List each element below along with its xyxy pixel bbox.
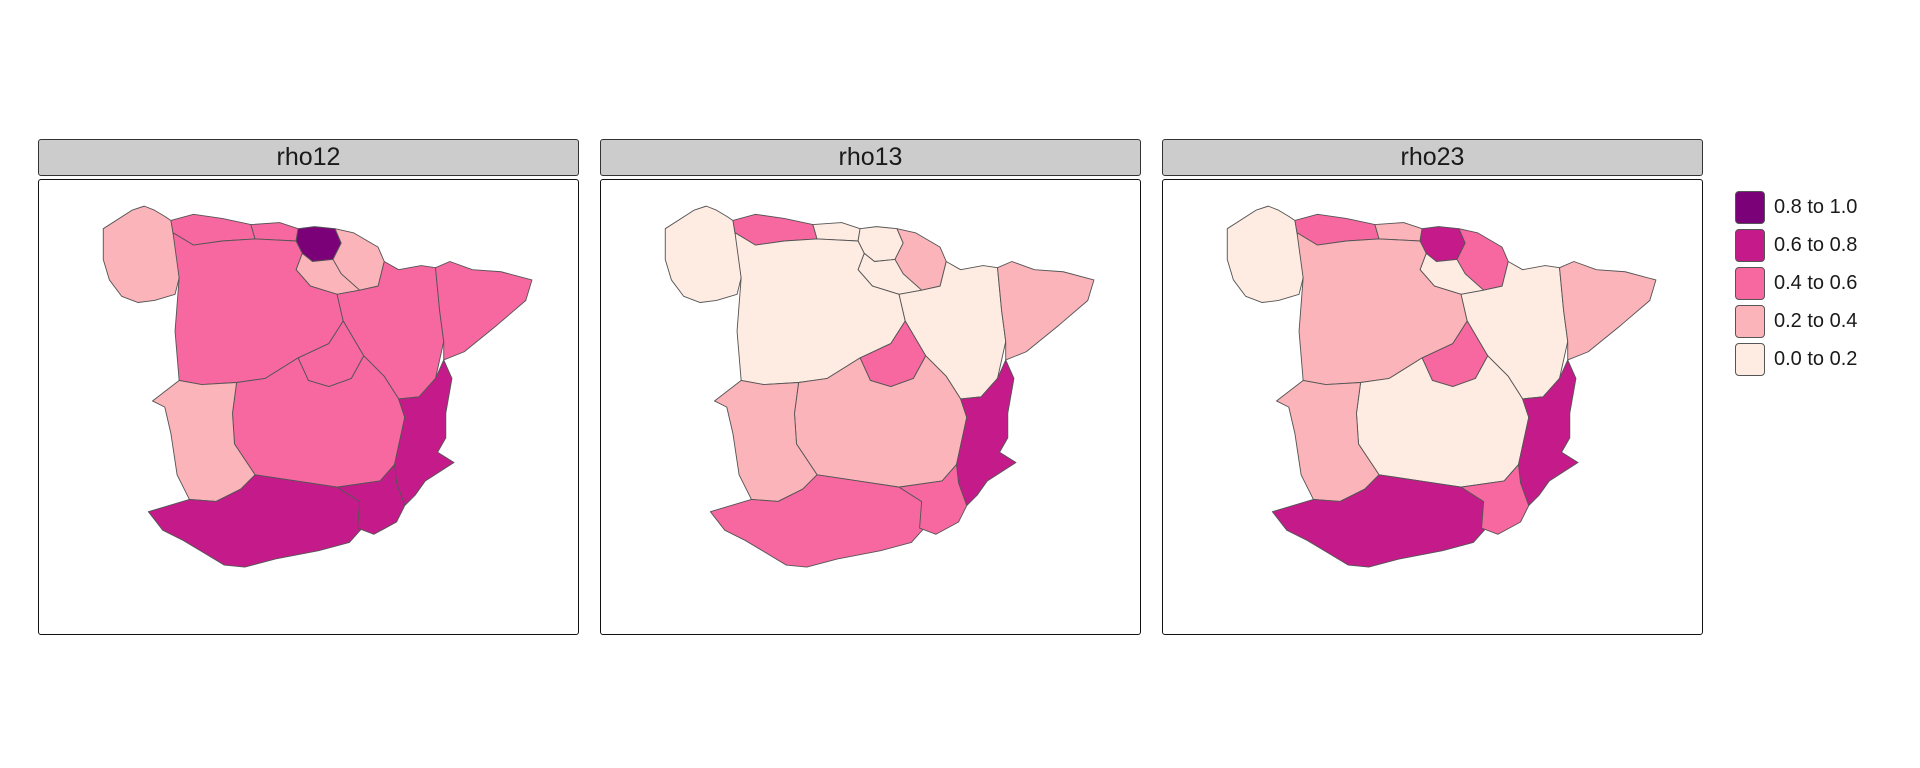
panel-title-rho23: rho23 — [1162, 139, 1703, 176]
legend-swatch-2 — [1735, 266, 1765, 300]
spain-map-rho23 — [1226, 205, 1657, 568]
map-frame-rho12 — [38, 179, 579, 635]
panel-title-rho12: rho12 — [38, 139, 579, 176]
legend-swatch-0 — [1735, 190, 1765, 224]
region-cantabria-rho23 — [1374, 222, 1423, 242]
region-andalusia-rho13 — [709, 474, 929, 568]
region-cantabria-rho12 — [250, 222, 299, 242]
spain-map-rho12 — [102, 205, 533, 568]
region-catalonia-rho12 — [435, 261, 533, 361]
map-panel-rho13: rho13 — [600, 139, 1141, 635]
region-murcia-rho12 — [336, 464, 406, 535]
regions-rho12 — [102, 205, 533, 568]
region-cantabria-rho13 — [812, 222, 861, 242]
legend-label-2: 0.4 to 0.6 — [1774, 271, 1858, 294]
map-frame-rho23 — [1162, 179, 1703, 635]
region-murcia-rho13 — [898, 464, 968, 535]
region-galicia-rho12 — [102, 205, 180, 303]
legend-swatch-4 — [1735, 342, 1765, 376]
legend-item-3: 0.2 to 0.4 — [1735, 302, 1857, 340]
legend-label-3: 0.2 to 0.4 — [1774, 309, 1858, 332]
legend-item-4: 0.0 to 0.2 — [1735, 340, 1857, 378]
legend-label-4: 0.0 to 0.2 — [1774, 347, 1858, 370]
legend-item-2: 0.4 to 0.6 — [1735, 264, 1857, 302]
legend-swatch-3 — [1735, 304, 1765, 338]
region-catalonia-rho23 — [1559, 261, 1657, 361]
region-galicia-rho23 — [1226, 205, 1304, 303]
spain-map-rho13 — [664, 205, 1095, 568]
map-panel-rho12: rho12 — [38, 139, 579, 635]
region-galicia-rho13 — [664, 205, 742, 303]
legend-swatch-1 — [1735, 228, 1765, 262]
legend: 0.8 to 1.0 0.6 to 0.8 0.4 to 0.6 0.2 to … — [1735, 188, 1857, 378]
legend-label-1: 0.6 to 0.8 — [1774, 233, 1858, 256]
legend-item-0: 0.8 to 1.0 — [1735, 188, 1857, 226]
map-panel-rho23: rho23 — [1162, 139, 1703, 635]
region-andalusia-rho23 — [1271, 474, 1491, 568]
legend-label-0: 0.8 to 1.0 — [1774, 195, 1858, 218]
region-murcia-rho23 — [1460, 464, 1530, 535]
regions-rho23 — [1226, 205, 1657, 568]
regions-rho13 — [664, 205, 1095, 568]
panel-title-rho13: rho13 — [600, 139, 1141, 176]
region-catalonia-rho13 — [997, 261, 1095, 361]
legend-item-1: 0.6 to 0.8 — [1735, 226, 1857, 264]
map-frame-rho13 — [600, 179, 1141, 635]
region-andalusia-rho12 — [147, 474, 367, 568]
